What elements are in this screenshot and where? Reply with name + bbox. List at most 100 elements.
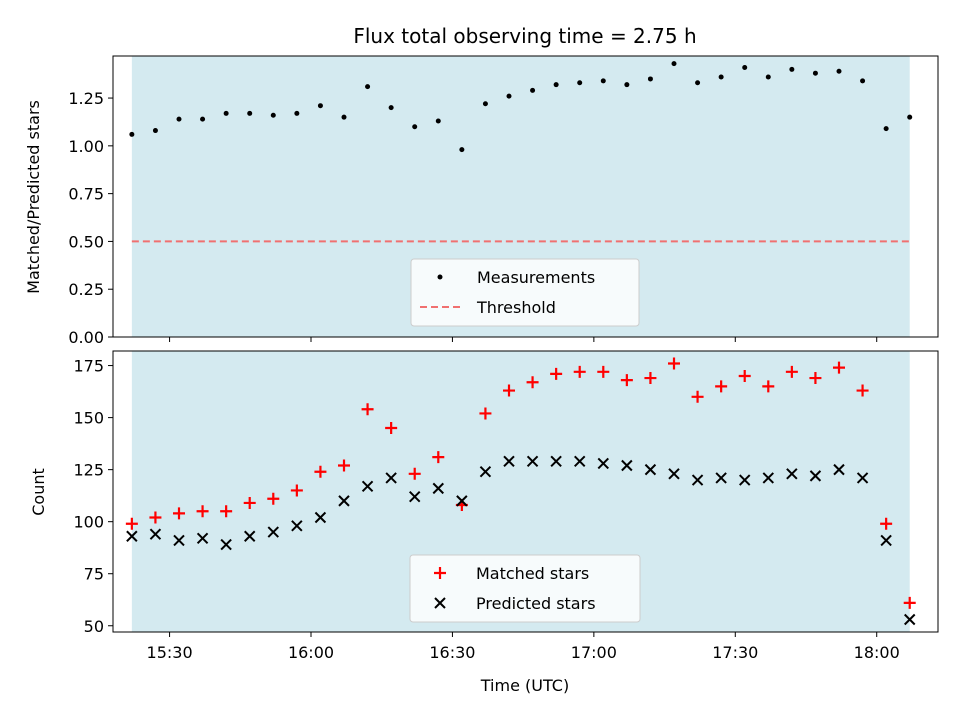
top-y-axis-label: Matched/Predicted stars <box>24 100 43 294</box>
predicted-star-point <box>173 534 185 547</box>
matched-star-point <box>220 505 233 518</box>
predicted-star-point <box>691 474 704 486</box>
predicted-star-point <box>550 455 562 468</box>
measurement-point <box>152 128 158 134</box>
bottom-x-axis: 15:30 16:00 16:30 17:00 17:30 18:00 <box>147 632 900 662</box>
matched-star-point <box>620 374 633 387</box>
predicted-star-point <box>786 468 798 480</box>
matched-star-point <box>267 492 280 505</box>
chart-title: Flux total observing time = 2.75 h <box>353 24 696 48</box>
bottom-panel: 50 75 100 125 150 175 15:30 16:00 16:30 17:00 17:… <box>29 350 939 695</box>
matched-star-point <box>550 367 563 380</box>
predicted-star-point <box>644 463 657 476</box>
predicted-star-point <box>338 495 350 507</box>
matched-star-point <box>597 365 610 378</box>
measurement-point <box>365 84 371 90</box>
x-axis-label: Time (UTC) <box>480 676 569 695</box>
top-y-tick-label: 0.25 <box>68 280 104 299</box>
measurement-point <box>907 114 913 120</box>
matched-star-point <box>338 459 350 472</box>
matched-star-point <box>809 372 822 385</box>
measurement-point <box>742 64 748 70</box>
measurement-point <box>836 68 842 74</box>
predicted-star-point <box>456 495 468 507</box>
measurement-point <box>577 80 583 86</box>
matched-star-point <box>833 361 845 374</box>
top-panel: 0.00 0.25 0.50 0.75 1.00 1.25 Matched/Predict… <box>24 55 939 347</box>
measurement-point <box>789 66 795 72</box>
matched-star-point <box>290 484 303 497</box>
measurement-point <box>530 87 536 93</box>
measurement-point <box>317 103 323 109</box>
measurement-point <box>270 112 276 118</box>
predicted-star-point <box>904 613 916 626</box>
matched-star-point <box>408 467 421 480</box>
predicted-star-point <box>361 480 374 493</box>
measurement-point <box>459 147 465 153</box>
predicted-stars-series <box>126 455 916 626</box>
predicted-star-point <box>526 455 539 468</box>
matched-star-point <box>173 507 185 520</box>
bottom-plot-frame <box>112 350 939 633</box>
top-legend: Measurements Threshold <box>410 258 640 327</box>
predicted-star-point <box>762 472 774 484</box>
legend-threshold-label: Threshold <box>476 298 556 317</box>
top-y-tick-label: 0.00 <box>68 328 104 347</box>
measurement-point <box>506 93 512 99</box>
legend-measurements-marker <box>437 274 443 280</box>
matched-star-point <box>644 372 657 385</box>
bottom-y-tick-label: 75 <box>84 565 104 584</box>
measurement-point <box>883 126 889 132</box>
measurement-point <box>247 110 253 116</box>
matched-star-point <box>526 376 539 389</box>
legend-predicted-label: Predicted stars <box>476 594 596 613</box>
measurement-point <box>765 74 771 80</box>
matched-star-point <box>479 407 492 420</box>
matched-star-point <box>785 365 798 378</box>
bottom-y-tick-label: 100 <box>73 513 104 532</box>
matched-star-point <box>125 517 138 530</box>
bottom-x-tick-label: 17:00 <box>571 643 617 662</box>
predicted-star-point <box>479 466 492 478</box>
bottom-x-tick-label: 16:30 <box>429 643 475 662</box>
matched-star-point <box>668 357 680 370</box>
bottom-y-tick-label: 150 <box>73 409 104 428</box>
matched-star-point <box>856 384 869 397</box>
matched-star-point <box>880 517 893 530</box>
bottom-y-axis: 50 75 100 125 150 175 <box>73 357 113 636</box>
measurements-series <box>129 61 913 153</box>
predicted-star-point <box>149 528 162 540</box>
bottom-x-tick-label: 18:00 <box>854 643 900 662</box>
legend-matched-marker <box>434 567 446 579</box>
matched-star-point <box>196 505 209 518</box>
predicted-star-point <box>880 534 892 547</box>
top-y-tick-label: 1.25 <box>68 89 104 108</box>
predicted-star-point <box>809 470 822 482</box>
predicted-star-point <box>314 511 327 524</box>
predicted-star-point <box>715 472 727 484</box>
measurement-point <box>294 110 300 116</box>
predicted-star-point <box>244 530 256 542</box>
matched-star-point <box>762 380 775 393</box>
legend-matched-label: Matched stars <box>476 564 589 583</box>
matched-star-point <box>385 422 398 435</box>
top-y-tick-label: 0.50 <box>68 232 104 251</box>
predicted-star-point <box>668 468 680 480</box>
matched-star-point <box>243 496 256 509</box>
measurement-point <box>600 78 606 84</box>
measurement-point <box>695 80 701 86</box>
measurement-point <box>412 124 418 130</box>
measurement-point <box>482 101 488 107</box>
measurement-point <box>200 116 206 122</box>
predicted-star-point <box>503 455 515 468</box>
bottom-legend: Matched stars Predicted stars <box>409 554 641 623</box>
matched-star-point <box>715 380 728 393</box>
predicted-star-point <box>432 482 444 495</box>
bottom-y-tick-label: 50 <box>84 617 104 636</box>
matched-star-point <box>903 596 916 609</box>
matched-star-point <box>738 369 751 382</box>
bottom-legend-box <box>409 554 641 623</box>
predicted-star-point <box>267 526 279 538</box>
matched-star-point <box>573 365 586 378</box>
